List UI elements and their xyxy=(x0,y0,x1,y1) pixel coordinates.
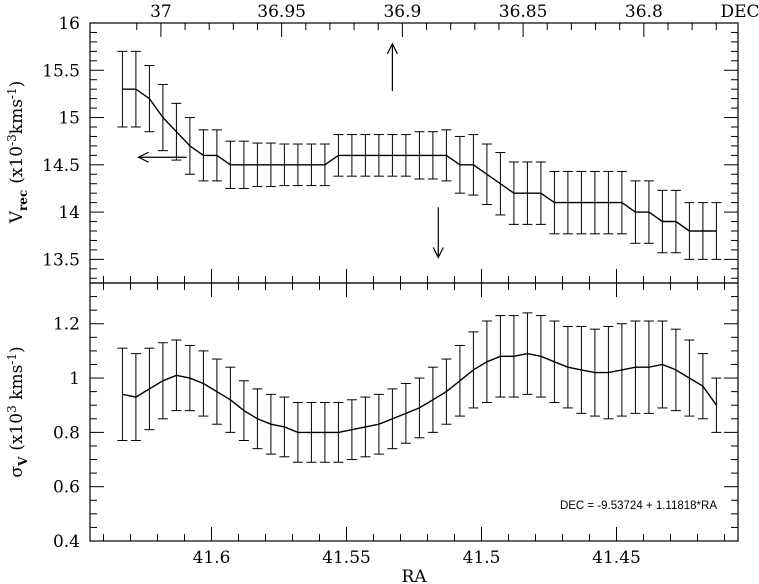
top-y-tick-label: 13.5 xyxy=(42,250,80,270)
bottom-y-tick-label: 0.8 xyxy=(53,423,80,443)
dec-tick-label: 36.9 xyxy=(383,2,421,22)
top-ylabel-units-post: kms xyxy=(7,99,27,134)
arrow-head xyxy=(386,42,398,55)
ra-tick-label: 41.45 xyxy=(592,548,641,568)
ra-tick-label: 41.55 xyxy=(322,548,371,568)
top-ylabel-units-close: ) xyxy=(7,81,27,88)
bottom-ylabel-main: σ xyxy=(7,466,27,478)
dec-relation-annotation: DEC = -9.53724 + 1.11818*RA xyxy=(560,500,717,512)
series-line xyxy=(122,88,717,232)
bottom-y-tick-label: 0.6 xyxy=(53,478,80,498)
top-y-axis-title: Vrec (x10-3kms-1) xyxy=(5,81,30,225)
dec-tick-label: 36.85 xyxy=(499,2,548,22)
bottom-y-tick-labels: 0.4 0.6 0.8 1 1.2 xyxy=(53,315,80,552)
top-panel-series xyxy=(117,50,722,260)
arrow-head xyxy=(137,151,149,163)
top-ylabel-units-sup: -3 xyxy=(5,134,19,146)
bottom-ylabel-units-pre: (x10 xyxy=(7,413,27,451)
ra-tick-label: 41.6 xyxy=(193,548,231,568)
bottom-ylabel-units-sup: 3 xyxy=(5,405,19,413)
top-ylabel-main: V xyxy=(7,210,27,224)
series-line xyxy=(122,352,717,434)
bottom-ylabel-units-close: ) xyxy=(7,346,27,353)
bottom-ylabel-units-sup2: -1 xyxy=(5,353,19,365)
top-y-tick-label: 16 xyxy=(58,14,80,34)
top-ylabel-units-pre: (x10 xyxy=(7,146,27,184)
top-panel-frame xyxy=(89,22,739,284)
top-y-tick-label: 14.5 xyxy=(42,156,80,176)
top-ylabel-sub: rec xyxy=(16,190,30,211)
top-panel-ticks xyxy=(90,22,738,283)
dec-tick-label: 36.95 xyxy=(257,2,306,22)
top-ylabel-units-sup2: -1 xyxy=(5,87,19,99)
top-panel-arrows xyxy=(137,42,444,259)
dec-tick-label: 36.8 xyxy=(625,2,663,22)
top-y-tick-label: 14 xyxy=(58,203,80,223)
top-y-tick-labels: 13.5 14 14.5 15 15.5 16 xyxy=(42,14,80,270)
bottom-ylabel-sub: V xyxy=(16,456,30,467)
dec-axis-label: DEC xyxy=(720,2,759,22)
bottom-y-tick-label: 1 xyxy=(69,369,80,389)
bottom-panel-frame xyxy=(89,282,739,542)
top-y-tick-label: 15.5 xyxy=(42,61,80,81)
ra-tick-label: 41.5 xyxy=(463,548,501,568)
ra-axis-title: RA xyxy=(401,567,427,584)
top-y-tick-label: 15 xyxy=(58,109,80,129)
bottom-y-axis-title: σV (x103 kms-1) xyxy=(5,346,30,477)
svg-text:Vrec(x10-3kms-1): Vrec (x10-3kms-1) xyxy=(5,81,30,225)
bottom-y-tick-label: 1.2 xyxy=(53,315,80,335)
bottom-ylabel-units-post: kms xyxy=(7,365,27,406)
bottom-panel-series xyxy=(117,312,722,463)
bottom-y-tick-label: 0.4 xyxy=(53,532,80,552)
ra-tick-labels: 41.6 41.55 41.5 41.45 xyxy=(193,548,641,568)
dec-tick-label: 37 xyxy=(150,2,172,22)
arrow-head xyxy=(432,247,444,259)
bottom-panel-ticks xyxy=(90,282,738,542)
dec-tick-labels: 37 36.95 36.9 36.85 36.8 xyxy=(150,2,663,22)
svg-text:σV(x103 kms-1): σV (x103 kms-1) xyxy=(5,346,30,477)
